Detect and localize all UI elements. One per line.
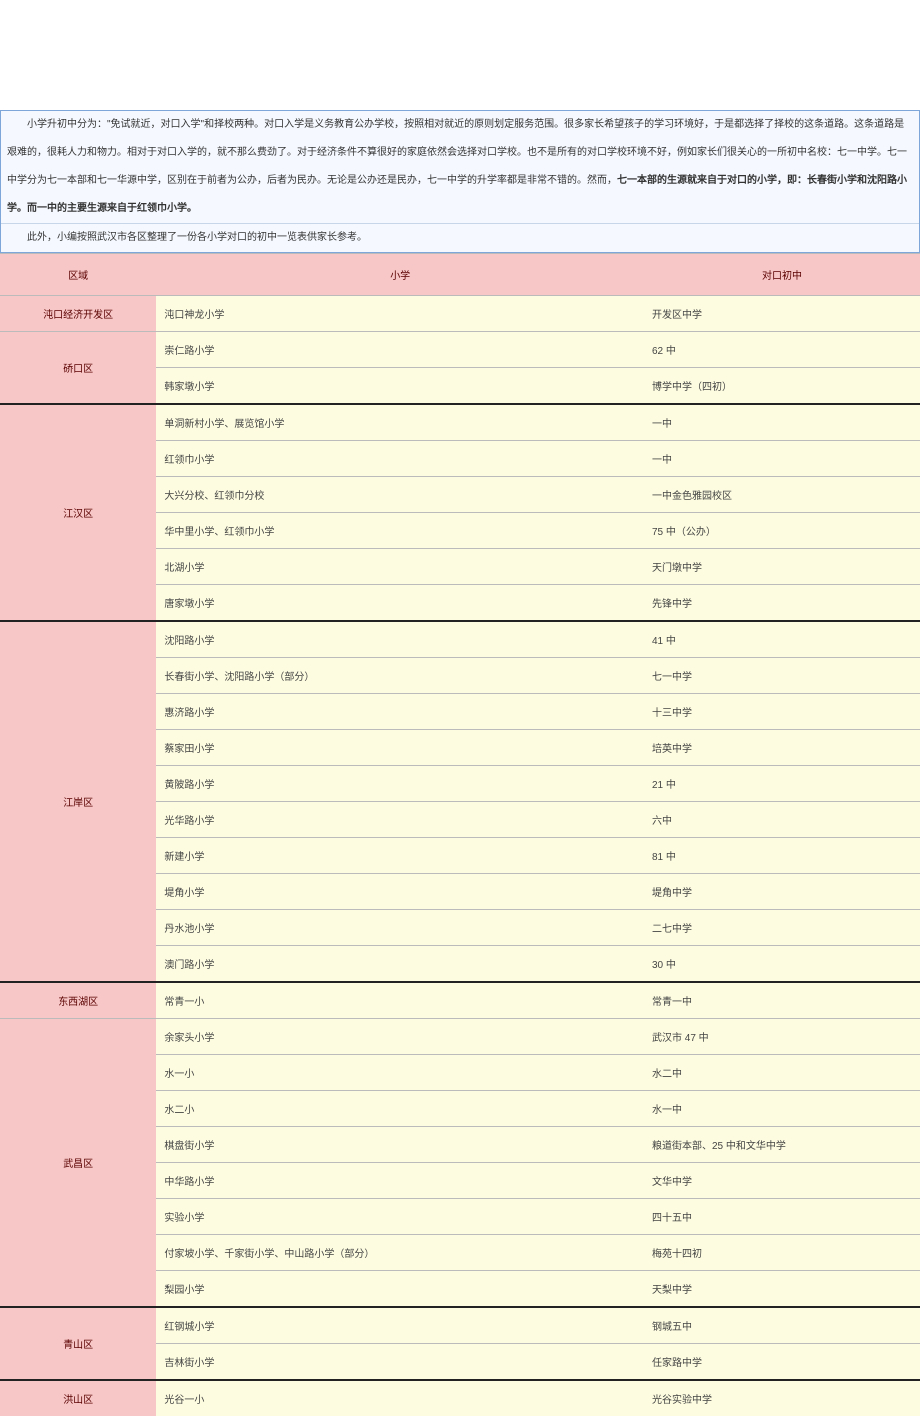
primary-school-cell: 蔡家田小学 (156, 730, 644, 766)
middle-school-cell: 梅苑十四初 (644, 1235, 920, 1271)
table-row: 洪山区光谷一小光谷实验中学 (0, 1380, 920, 1416)
page: 小学升初中分为："免试就近，对口入学"和择校两种。对口入学是义务教育公办学校，按… (0, 0, 920, 1426)
header-middle: 对口初中 (644, 254, 920, 296)
middle-school-cell: 一中金色雅园校区 (644, 477, 920, 513)
primary-school-cell: 澳门路小学 (156, 946, 644, 983)
region-cell: 武昌区 (0, 1019, 156, 1308)
middle-school-cell: 四十五中 (644, 1199, 920, 1235)
middle-school-cell: 81 中 (644, 838, 920, 874)
primary-school-cell: 吉林街小学 (156, 1344, 644, 1381)
middle-school-cell: 21 中 (644, 766, 920, 802)
primary-school-cell: 付家坡小学、千家街小学、中山路小学（部分） (156, 1235, 644, 1271)
header-primary: 小学 (156, 254, 644, 296)
table-row: 青山区红钢城小学钢城五中 (0, 1307, 920, 1344)
primary-school-cell: 水二小 (156, 1091, 644, 1127)
intro-paragraph-2: 此外，小编按照武汉市各区整理了一份各小学对口的初中一览表供家长参考。 (1, 224, 919, 252)
primary-school-cell: 光华路小学 (156, 802, 644, 838)
middle-school-cell: 水一中 (644, 1091, 920, 1127)
table-header-row: 区域 小学 对口初中 (0, 254, 920, 296)
primary-school-cell: 韩家墩小学 (156, 368, 644, 405)
primary-school-cell: 丹水池小学 (156, 910, 644, 946)
region-cell: 洪山区 (0, 1380, 156, 1416)
middle-school-cell: 七一中学 (644, 658, 920, 694)
primary-school-cell: 红领巾小学 (156, 441, 644, 477)
primary-school-cell: 单洞新村小学、展览馆小学 (156, 404, 644, 441)
intro-box: 小学升初中分为："免试就近，对口入学"和择校两种。对口入学是义务教育公办学校，按… (0, 110, 920, 253)
primary-school-cell: 光谷一小 (156, 1380, 644, 1416)
table-row: 江岸区沈阳路小学41 中 (0, 621, 920, 658)
primary-school-cell: 堤角小学 (156, 874, 644, 910)
middle-school-cell: 开发区中学 (644, 296, 920, 332)
primary-school-cell: 崇仁路小学 (156, 332, 644, 368)
primary-school-cell: 唐家墩小学 (156, 585, 644, 622)
middle-school-cell: 任家路中学 (644, 1344, 920, 1381)
table-row: 东西湖区常青一小常青一中 (0, 982, 920, 1019)
primary-school-cell: 沌口神龙小学 (156, 296, 644, 332)
middle-school-cell: 钢城五中 (644, 1307, 920, 1344)
table-row: 武昌区余家头小学武汉市 47 中 (0, 1019, 920, 1055)
middle-school-cell: 30 中 (644, 946, 920, 983)
middle-school-cell: 培英中学 (644, 730, 920, 766)
region-cell: 东西湖区 (0, 982, 156, 1019)
middle-school-cell: 文华中学 (644, 1163, 920, 1199)
primary-school-cell: 余家头小学 (156, 1019, 644, 1055)
middle-school-cell: 十三中学 (644, 694, 920, 730)
intro-paragraph-1: 小学升初中分为："免试就近，对口入学"和择校两种。对口入学是义务教育公办学校，按… (1, 111, 919, 224)
middle-school-cell: 一中 (644, 404, 920, 441)
region-cell: 硚口区 (0, 332, 156, 405)
primary-school-cell: 大兴分校、红领巾分校 (156, 477, 644, 513)
region-cell: 江岸区 (0, 621, 156, 982)
primary-school-cell: 华中里小学、红领巾小学 (156, 513, 644, 549)
header-region: 区域 (0, 254, 156, 296)
middle-school-cell: 一中 (644, 441, 920, 477)
table-row: 沌口经济开发区沌口神龙小学开发区中学 (0, 296, 920, 332)
middle-school-cell: 41 中 (644, 621, 920, 658)
middle-school-cell: 先锋中学 (644, 585, 920, 622)
primary-school-cell: 水一小 (156, 1055, 644, 1091)
region-cell: 沌口经济开发区 (0, 296, 156, 332)
middle-school-cell: 常青一中 (644, 982, 920, 1019)
table-row: 江汉区单洞新村小学、展览馆小学一中 (0, 404, 920, 441)
middle-school-cell: 62 中 (644, 332, 920, 368)
middle-school-cell: 天门墩中学 (644, 549, 920, 585)
primary-school-cell: 新建小学 (156, 838, 644, 874)
middle-school-cell: 水二中 (644, 1055, 920, 1091)
middle-school-cell: 75 中（公办） (644, 513, 920, 549)
table-row: 硚口区崇仁路小学62 中 (0, 332, 920, 368)
primary-school-cell: 黄陂路小学 (156, 766, 644, 802)
middle-school-cell: 光谷实验中学 (644, 1380, 920, 1416)
region-cell: 青山区 (0, 1307, 156, 1380)
primary-school-cell: 实验小学 (156, 1199, 644, 1235)
primary-school-cell: 惠济路小学 (156, 694, 644, 730)
middle-school-cell: 堤角中学 (644, 874, 920, 910)
middle-school-cell: 二七中学 (644, 910, 920, 946)
primary-school-cell: 北湖小学 (156, 549, 644, 585)
primary-school-cell: 中华路小学 (156, 1163, 644, 1199)
table-body: 沌口经济开发区沌口神龙小学开发区中学硚口区崇仁路小学62 中韩家墩小学博学中学（… (0, 296, 920, 1417)
region-cell: 江汉区 (0, 404, 156, 621)
middle-school-cell: 粮道街本部、25 中和文华中学 (644, 1127, 920, 1163)
primary-school-cell: 红钢城小学 (156, 1307, 644, 1344)
primary-school-cell: 常青一小 (156, 982, 644, 1019)
primary-school-cell: 沈阳路小学 (156, 621, 644, 658)
primary-school-cell: 棋盘街小学 (156, 1127, 644, 1163)
middle-school-cell: 六中 (644, 802, 920, 838)
mapping-table: 区域 小学 对口初中 沌口经济开发区沌口神龙小学开发区中学硚口区崇仁路小学62 … (0, 253, 920, 1416)
middle-school-cell: 武汉市 47 中 (644, 1019, 920, 1055)
middle-school-cell: 博学中学（四初） (644, 368, 920, 405)
primary-school-cell: 长春街小学、沈阳路小学（部分） (156, 658, 644, 694)
